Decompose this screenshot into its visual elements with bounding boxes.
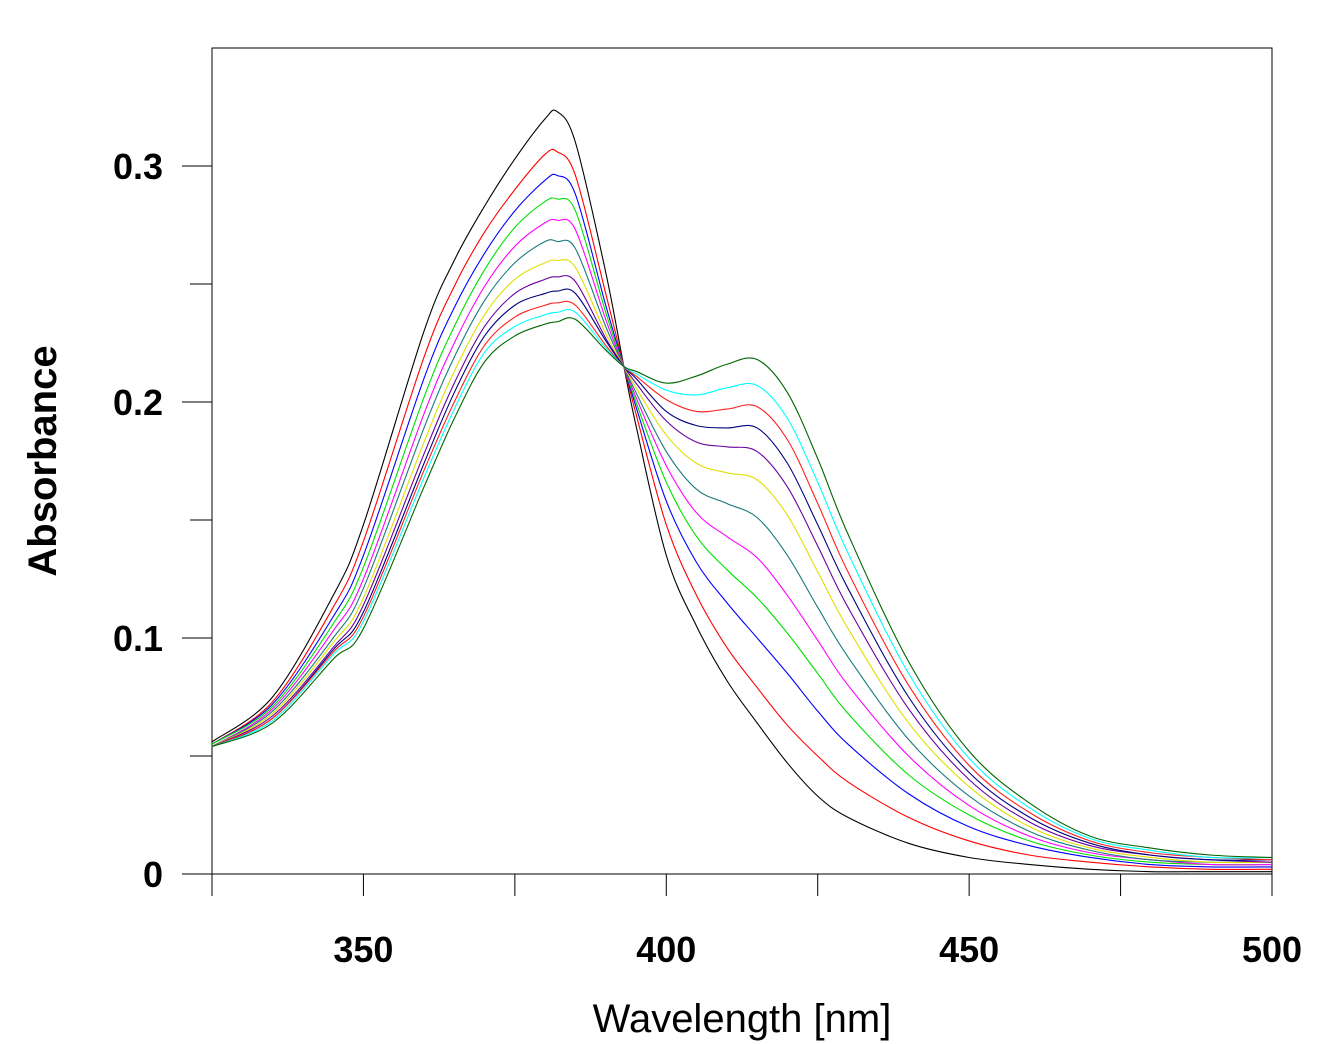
x-tick-label: 450 xyxy=(939,929,999,970)
series-layer xyxy=(211,109,1273,873)
series-line-6 xyxy=(211,239,1273,863)
x-tick-label: 400 xyxy=(636,929,696,970)
plot-frame xyxy=(211,47,1273,875)
series-line-2 xyxy=(211,148,1273,871)
series-line-1 xyxy=(211,109,1272,873)
y-axis-ticks: 0 0.1 0.2 0.3 xyxy=(113,146,212,895)
x-axis-ticks: 350 400 450 500 xyxy=(211,874,1302,970)
x-axis-title: Wavelength [nm] xyxy=(593,997,892,1041)
series-line-5 xyxy=(211,218,1273,866)
series-line-4 xyxy=(211,197,1273,866)
y-tick-label: 0 xyxy=(143,854,163,895)
series-line-12 xyxy=(211,317,1273,859)
y-tick-label: 0.2 xyxy=(113,382,163,423)
y-tick-label: 0.3 xyxy=(113,146,163,187)
x-tick-label: 350 xyxy=(333,929,393,970)
series-line-11 xyxy=(211,309,1273,859)
x-tick-label: 500 xyxy=(1242,929,1302,970)
series-line-7 xyxy=(211,259,1273,864)
series-line-10 xyxy=(211,300,1273,861)
y-axis-title: Absorbance xyxy=(21,345,65,576)
series-line-9 xyxy=(211,288,1273,861)
series-line-8 xyxy=(211,275,1273,863)
series-line-3 xyxy=(211,173,1273,868)
y-tick-label: 0.1 xyxy=(113,618,163,659)
